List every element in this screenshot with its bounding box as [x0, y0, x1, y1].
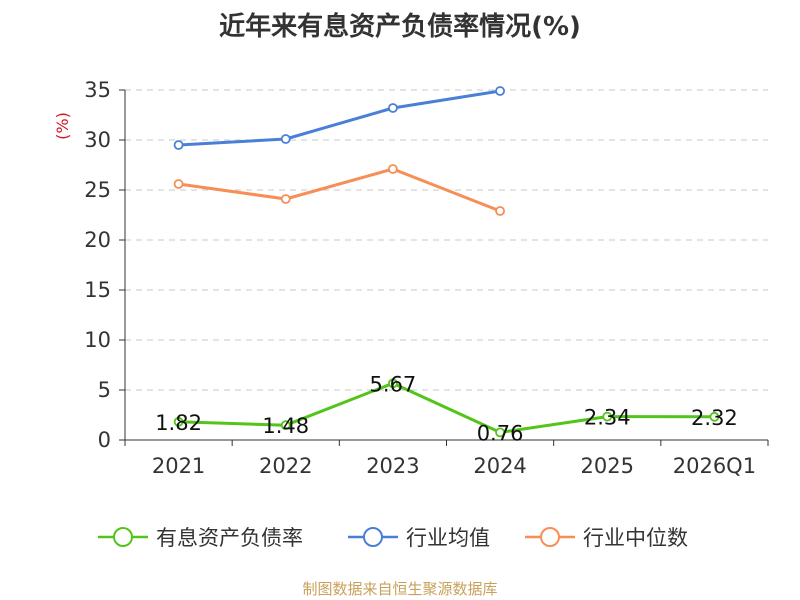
legend-label: 行业中位数	[583, 526, 688, 550]
data-label: 5.67	[370, 372, 417, 396]
data-point	[388, 378, 398, 389]
data-point	[709, 411, 720, 422]
data-point	[388, 164, 398, 174]
data-point	[280, 420, 291, 431]
y-tick-label: 25	[84, 178, 111, 202]
y-tick-label: 10	[84, 328, 111, 352]
y-tick-label: 15	[84, 278, 111, 302]
series-lines	[173, 86, 720, 438]
grid-lines	[125, 89, 768, 391]
y-tick-label: 20	[84, 228, 111, 252]
chart-title: 近年来有息资产负债率情况(%)	[219, 12, 581, 42]
data-point	[173, 179, 184, 189]
data-point	[495, 86, 505, 96]
y-tick-label: 0	[98, 428, 111, 452]
data-point	[173, 140, 184, 150]
legend-marker	[363, 527, 383, 547]
legend-marker	[113, 527, 133, 547]
x-tick-label: 2026Q1	[673, 454, 756, 478]
data-point	[280, 134, 291, 144]
data-point	[495, 206, 505, 216]
data-label: 0.76	[477, 421, 524, 445]
legend-marker	[540, 527, 560, 547]
y-tick-label: 30	[84, 128, 111, 152]
y-tick-label: 35	[84, 78, 111, 102]
legend: 有息资产负债率 行业均值 行业中位数	[98, 526, 688, 550]
data-label: 2.32	[691, 406, 738, 430]
y-axis-label: (%)	[53, 112, 72, 140]
source-note: 制图数据来自恒生聚源数据库	[302, 580, 498, 598]
data-point	[495, 427, 505, 438]
data-label: 1.48	[262, 414, 309, 438]
series-line	[177, 381, 716, 434]
x-tick-label: 2025	[581, 454, 634, 478]
y-tick-label: 5	[98, 378, 111, 402]
legend-label: 有息资产负债率	[156, 526, 303, 550]
legend-label: 行业均值	[406, 526, 490, 550]
x-tick-label: 2023	[366, 454, 419, 478]
x-tick-label: 2024	[473, 454, 526, 478]
data-label: 2.34	[584, 406, 631, 430]
data-label: 1.82	[155, 411, 202, 435]
data-point	[280, 194, 291, 204]
data-point	[388, 103, 398, 113]
series-line	[177, 89, 502, 147]
data-point	[173, 416, 184, 427]
series-line	[177, 167, 502, 213]
data-labels: 1.82 1.48 5.67 0.76 2.34 2.32	[155, 372, 738, 445]
data-point	[602, 411, 613, 422]
x-tick-label: 2022	[259, 454, 312, 478]
x-tick-label: 2021	[152, 454, 205, 478]
